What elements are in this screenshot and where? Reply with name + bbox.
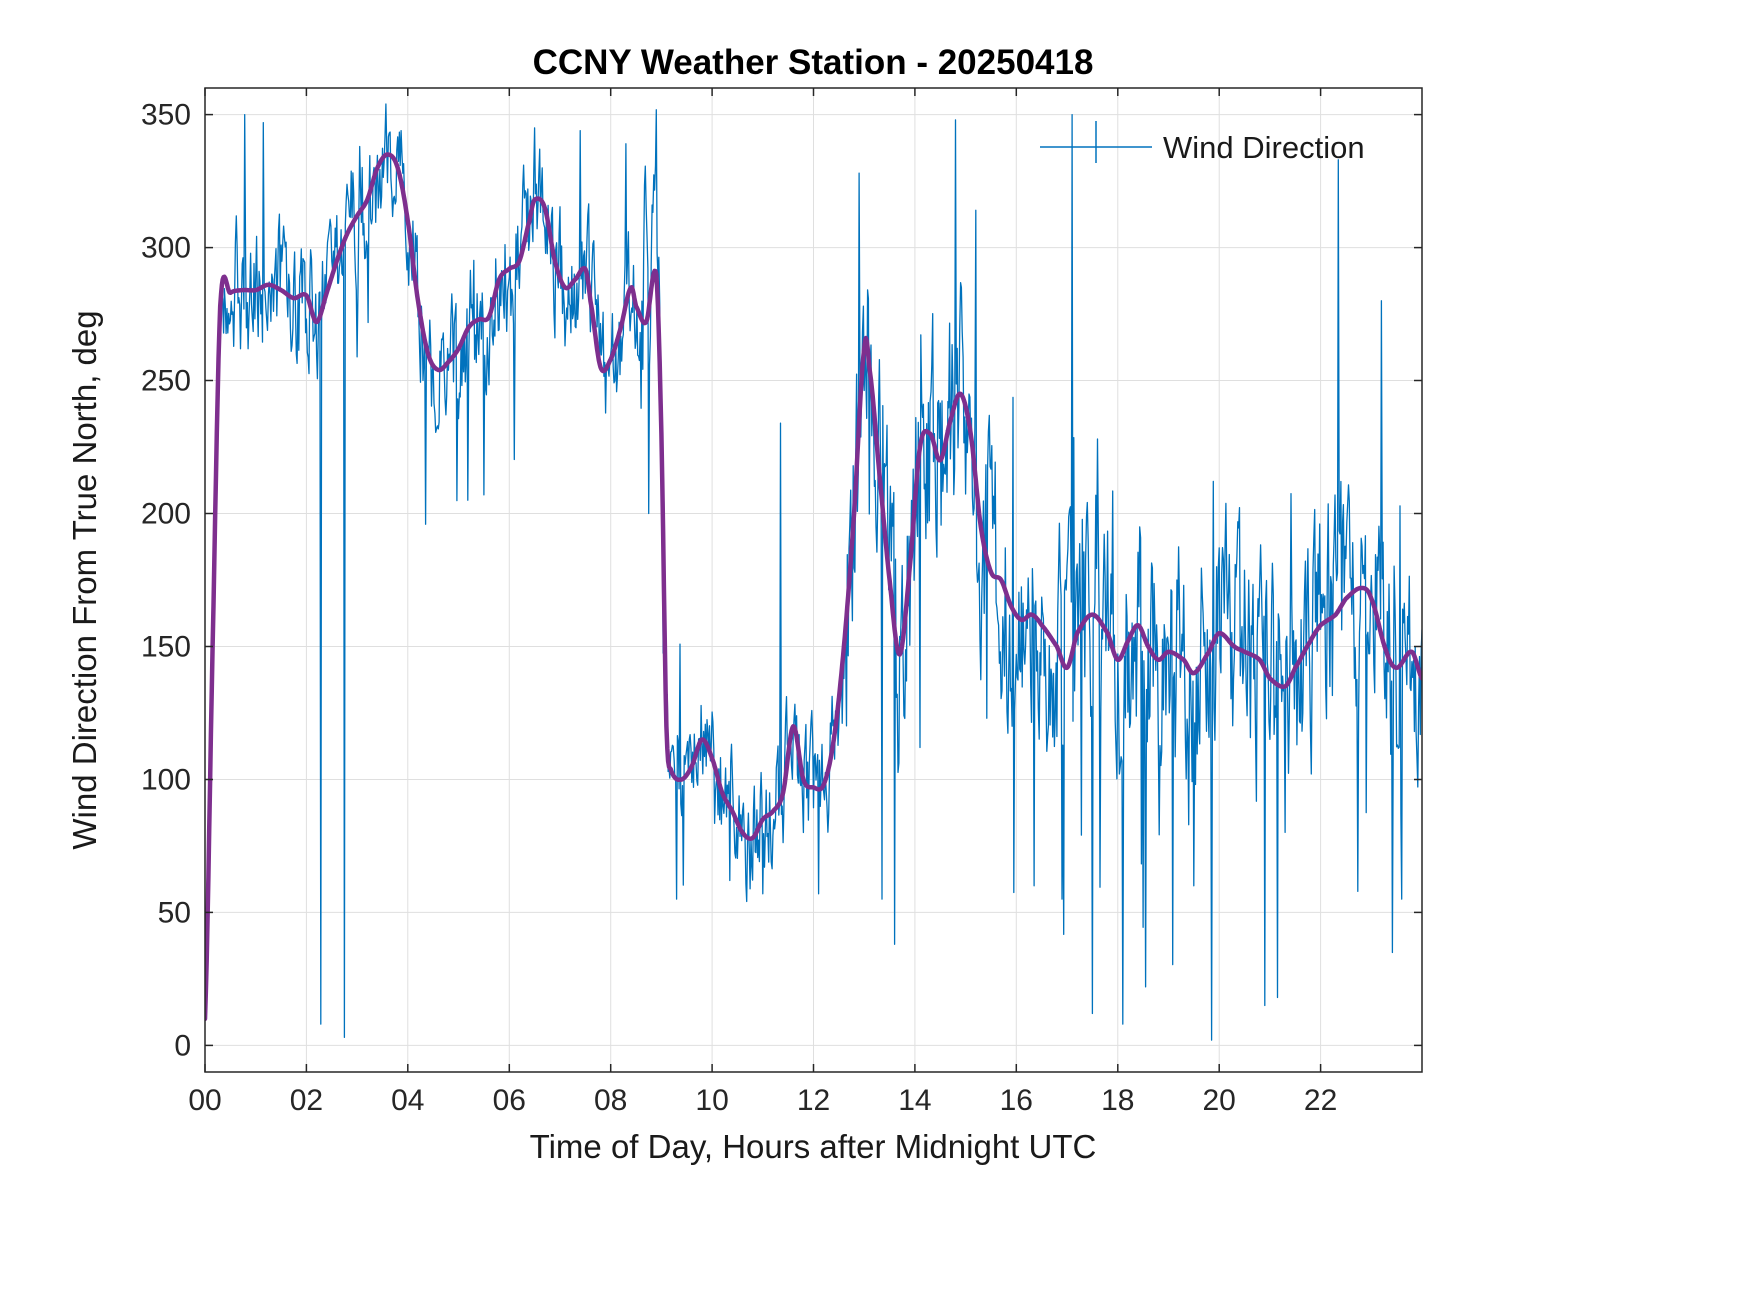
smoothed-wind-direction-line	[205, 152, 1422, 1022]
tick-marks	[204, 88, 1422, 1072]
y-tick-label: 50	[158, 896, 191, 929]
chart-title: CCNY Weather Station - 20250418	[533, 43, 1094, 82]
x-tick-labels: 00 02 04 06 08 10 12 14 16 18 20 22	[188, 1084, 1337, 1117]
y-tick-label: 100	[141, 764, 191, 797]
x-axis-label: Time of Day, Hours after Midnight UTC	[530, 1128, 1097, 1165]
x-tick-label: 08	[594, 1084, 627, 1117]
legend: Wind Direction	[1040, 121, 1365, 165]
x-tick-label: 14	[898, 1084, 931, 1117]
raw-wind-direction-line	[205, 103, 1422, 1041]
x-tick-label: 02	[290, 1084, 323, 1117]
x-tick-label: 12	[797, 1084, 830, 1117]
y-tick-label: 0	[174, 1029, 191, 1062]
x-tick-label: 20	[1203, 1084, 1236, 1117]
legend-label: Wind Direction	[1163, 130, 1365, 165]
y-tick-label: 150	[141, 631, 191, 664]
x-tick-label: 04	[391, 1084, 424, 1117]
y-tick-label: 200	[141, 498, 191, 531]
x-tick-label: 10	[695, 1084, 728, 1117]
x-tick-label: 06	[493, 1084, 526, 1117]
data-series	[205, 103, 1422, 1041]
y-tick-label: 300	[141, 232, 191, 265]
x-tick-label: 16	[1000, 1084, 1033, 1117]
y-tick-labels: 0 50 100 150 200 250 300 350	[141, 99, 191, 1063]
x-tick-label: 22	[1304, 1084, 1337, 1117]
y-tick-label: 250	[141, 365, 191, 398]
y-axis-label: Wind Direction From True North, deg	[66, 310, 103, 849]
x-tick-label: 18	[1101, 1084, 1134, 1117]
y-tick-label: 350	[141, 99, 191, 132]
x-tick-label: 00	[188, 1084, 221, 1117]
